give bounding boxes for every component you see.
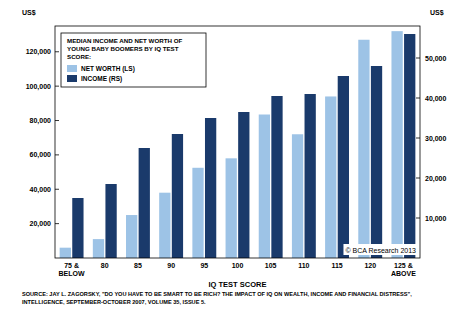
- chart: 20,000 40,000 60,000 80,000 100,000 120,000 10…: [0, 0, 474, 313]
- tick-mark: [55, 223, 59, 224]
- tick-label: 50,000: [425, 55, 447, 63]
- tick-mark: [55, 51, 59, 52]
- category-label: 85: [134, 262, 142, 269]
- bar: [259, 115, 270, 258]
- bar: [271, 96, 282, 258]
- bar: [72, 198, 83, 258]
- bar: [205, 118, 216, 258]
- category-label: 120: [364, 262, 376, 269]
- bar: [338, 76, 349, 258]
- legend-label: INCOME (RS): [81, 75, 122, 83]
- tick-label: 120,000: [26, 48, 51, 56]
- axis-label: US$: [430, 9, 444, 17]
- legend-label: NET WORTH (LS): [81, 65, 135, 73]
- bar: [172, 134, 183, 258]
- bar: [292, 134, 303, 258]
- tick-label: 20,000: [425, 175, 447, 183]
- tick-label: 30,000: [425, 135, 447, 143]
- category-label: 110: [298, 262, 309, 269]
- tick-mark: [416, 218, 420, 219]
- tick-mark: [416, 178, 420, 179]
- axis-label: IQ TEST SCORE: [209, 280, 267, 289]
- axis-label: US$: [22, 9, 36, 17]
- tick-mark: [416, 58, 420, 59]
- category-label: 80: [101, 262, 109, 269]
- tick-label: 10,000: [425, 215, 447, 223]
- plot-frame: [55, 26, 420, 258]
- legend-title: MEDIAN INCOME AND NET WORTH OFYOUNG BABY…: [67, 37, 182, 60]
- tick-label: 100,000: [26, 83, 51, 91]
- category-label: 115: [331, 262, 342, 269]
- bar: [305, 94, 316, 258]
- legend: MEDIAN INCOME AND NET WORTH OFYOUNG BABY…: [61, 33, 206, 87]
- bar: [159, 193, 170, 258]
- legend-box: [61, 33, 206, 87]
- bar: [60, 248, 71, 258]
- category-label: 95: [200, 262, 208, 269]
- category-label: 75 &BELOW: [59, 262, 85, 277]
- bar: [325, 96, 336, 258]
- tick-mark: [55, 154, 59, 155]
- bar: [139, 148, 150, 258]
- tick-mark: [55, 189, 59, 190]
- tick-mark: [55, 86, 59, 87]
- category-label: 100: [232, 262, 244, 269]
- copyright-bg: [343, 244, 418, 255]
- bar: [358, 40, 369, 258]
- copyright: © BCA Research 2013: [345, 247, 416, 254]
- legend-swatch: [67, 65, 77, 72]
- bar: [226, 158, 237, 258]
- bars: [60, 31, 416, 258]
- bar: [238, 112, 249, 258]
- tick-label: 40,000: [30, 186, 52, 194]
- bar: [192, 168, 203, 258]
- tick-label: 20,000: [30, 220, 52, 228]
- bar: [371, 66, 382, 258]
- tick-label: 40,000: [425, 95, 447, 103]
- tick-mark: [55, 120, 59, 121]
- bar: [93, 239, 104, 258]
- legend-swatch: [67, 75, 77, 82]
- tick-mark: [416, 98, 420, 99]
- category-label: 90: [167, 262, 175, 269]
- bar: [126, 215, 137, 258]
- bar: [404, 34, 415, 258]
- bar: [105, 184, 116, 258]
- category-label: 125 &ABOVE: [391, 262, 416, 277]
- tick-mark: [416, 138, 420, 139]
- category-label: 105: [265, 262, 277, 269]
- tick-label: 80,000: [30, 117, 52, 125]
- bar: [391, 31, 402, 258]
- source-note: SOURCE: JAY L. ZAGORSKY, "DO YOU HAVE TO…: [22, 291, 412, 305]
- tick-label: 60,000: [30, 151, 52, 159]
